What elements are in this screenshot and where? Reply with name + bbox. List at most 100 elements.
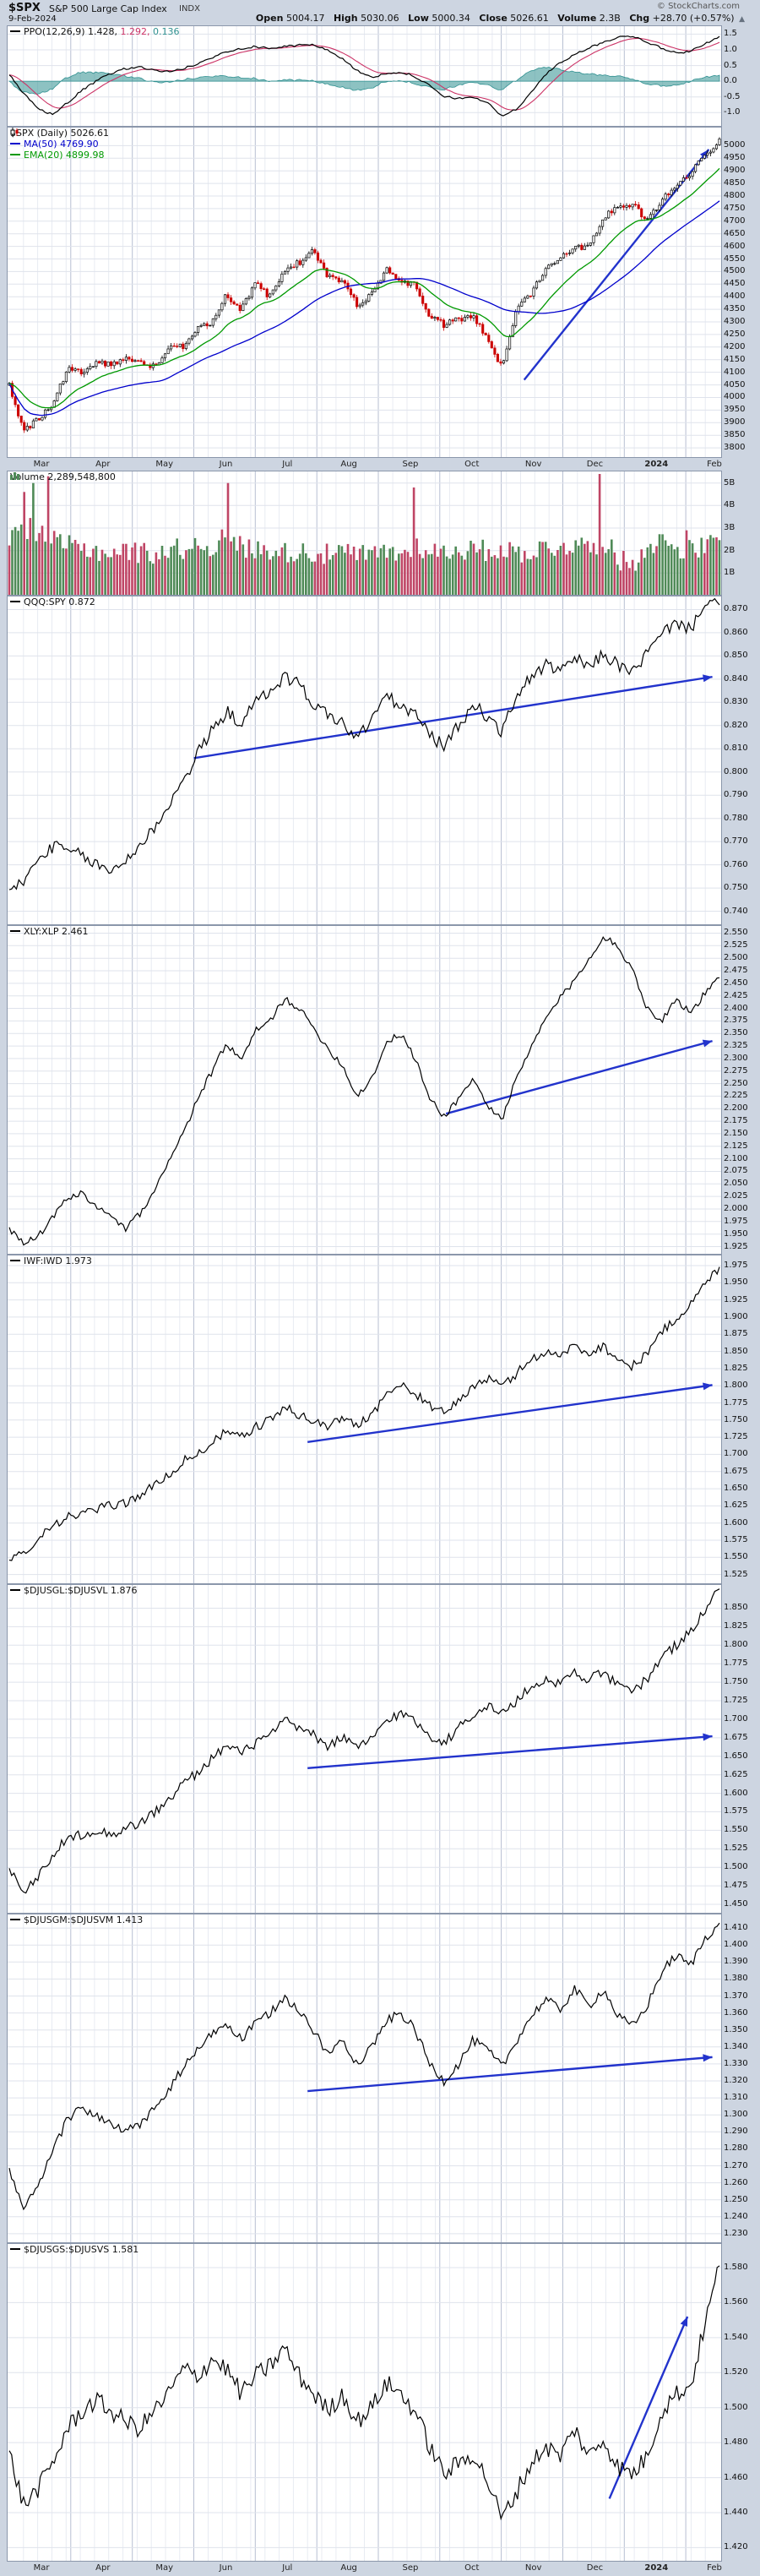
panel-gs: $DJUSGS:$DJUSVS 1.581 <box>7 2243 722 2562</box>
legend-text: $DJUSGS:$DJUSVS 1.581 <box>24 2244 139 2255</box>
y-axis-tick: 1.650 <box>724 1484 748 1494</box>
y-axis-tick: 1.330 <box>724 2058 748 2068</box>
y-axis-tick: 4050 <box>724 379 746 389</box>
y-axis-tick: 1.575 <box>724 1535 748 1544</box>
y-axis-tick: 1.480 <box>724 2437 748 2448</box>
y-axis-tick: 1.750 <box>724 1677 748 1687</box>
y-axis-tick: 1.370 <box>724 1991 748 2001</box>
close-label: Close <box>479 13 508 24</box>
y-axis-tick: 2B <box>724 545 736 555</box>
y-axis-tick: 1.350 <box>724 2024 748 2034</box>
legend-line-swatch <box>10 1919 20 1920</box>
panel-price: $SPX (Daily) 5026.61 MA(50) 4769.90 EMA(20… <box>7 127 722 458</box>
y-axis-tick: 2.300 <box>724 1053 748 1063</box>
trendline-arrowhead <box>703 1733 713 1741</box>
x-axis-label: Feb <box>707 460 722 469</box>
chart-header: $SPX S&P 500 Large Cap Index INDX © Stoc… <box>0 0 760 25</box>
y-axis-tick: 2.525 <box>724 940 748 950</box>
x-axis-label: Aug <box>340 2563 357 2573</box>
qqq-legend: QQQ:SPY 0.872 <box>10 596 95 607</box>
y-axis-tick: 3850 <box>724 430 746 440</box>
legend-line-swatch <box>10 601 20 602</box>
y-axis-tick: 1.900 <box>724 1311 748 1321</box>
legend-text: PPO(12,26,9) 1.428, <box>24 26 121 37</box>
y-axis-tick: 1.5 <box>724 29 737 39</box>
y-axis-tick: 0.770 <box>724 836 748 847</box>
y-axis-tick: 1.725 <box>724 1696 748 1706</box>
y-axis-tick: 2.025 <box>724 1191 748 1201</box>
y-axis-tick: 4900 <box>724 166 746 176</box>
y-axis-tick: 2.475 <box>724 966 748 976</box>
y-axis-tick: 2.325 <box>724 1041 748 1051</box>
y-axis-tick: 1.230 <box>724 2228 748 2238</box>
x-axis-label: Apr <box>95 460 111 469</box>
legend-text: QQQ:SPY 0.872 <box>24 596 95 607</box>
y-axis-tick: 1.260 <box>724 2177 748 2187</box>
candlestick-icon <box>10 128 19 137</box>
x-axis-label: Oct <box>464 2563 480 2573</box>
iwf-legend: IWF:IWD 1.973 <box>10 1255 92 1266</box>
y-axis-tick: 1.280 <box>724 2143 748 2154</box>
y-axis-tick: 4150 <box>724 354 746 364</box>
panel-gm: $DJUSGM:$DJUSVM 1.413 <box>7 1914 722 2243</box>
y-axis-tick: 1.675 <box>724 1466 748 1476</box>
y-axis-tick: 1.750 <box>724 1414 748 1424</box>
y-axis-tick: 1.575 <box>724 1806 748 1816</box>
y-axis-tick: 3B <box>724 523 736 532</box>
y-axis-tick: 2.375 <box>724 1016 748 1026</box>
y-axis-tick: 1.800 <box>724 1640 748 1650</box>
y-axis-tick: 0.5 <box>724 60 737 70</box>
trendline-arrowhead <box>702 1039 713 1048</box>
y-axis-tick: 1B <box>724 568 736 578</box>
legend-text: $SPX (Daily) 5026.61 <box>10 128 110 139</box>
exchange-label: INDX <box>179 4 200 14</box>
y-axis-tick: 2.150 <box>724 1128 748 1138</box>
y-axis-tick: 1.300 <box>724 2110 748 2120</box>
volume-bars-icon <box>10 472 19 480</box>
legend-line-swatch <box>10 30 20 32</box>
y-axis-tick: 0.780 <box>724 813 748 823</box>
x-axis-label: Mar <box>33 460 50 469</box>
chg-value: +28.70 (+0.57%) <box>652 13 735 24</box>
legend-text: MA(50) 4769.90 <box>24 139 99 150</box>
y-axis-tick: 4500 <box>724 266 746 276</box>
y-axis-tick: 1.550 <box>724 1552 748 1562</box>
y-axis-tick: 2.550 <box>724 928 748 938</box>
price-legend: $SPX (Daily) 5026.61 MA(50) 4769.90 EMA(20… <box>10 128 109 161</box>
y-axis-tick: 1.250 <box>724 2194 748 2204</box>
y-axis-tick: 2.500 <box>724 953 748 963</box>
chg-label: Chg <box>629 13 650 24</box>
y-axis-tick: 4750 <box>724 203 746 213</box>
y-axis-tick: 1.320 <box>724 2076 748 2085</box>
x-axis-label: Feb <box>707 2563 722 2573</box>
open-label: Open <box>255 13 284 24</box>
y-axis-tick: 4450 <box>724 279 746 289</box>
x-axis-month-row: Mar Apr May Jun Jul Aug Sep Oct Nov Dec 2024 Feb <box>0 458 760 471</box>
y-axis-tick: 1.950 <box>724 1228 748 1239</box>
y-axis-tick: 1.850 <box>724 1603 748 1613</box>
y-axis-tick: 4800 <box>724 190 746 200</box>
volume-label: Volume <box>557 13 597 24</box>
y-axis-tick: 2.075 <box>724 1166 748 1176</box>
y-axis-tick: 2.425 <box>724 990 748 1000</box>
chart-gm <box>7 1914 722 2243</box>
y-axis-tick: 1.850 <box>724 1346 748 1356</box>
legend-text: 1.292, <box>120 26 153 37</box>
y-axis-tick: 5000 <box>724 140 746 150</box>
legend-line-swatch <box>10 154 20 155</box>
y-axis-tick: 3950 <box>724 405 746 415</box>
y-axis-tick: 2.125 <box>724 1141 748 1151</box>
x-axis-label: Jun <box>219 460 233 469</box>
y-axis-tick: 1.525 <box>724 1844 748 1854</box>
legend-line-swatch <box>10 143 20 144</box>
legend-text: $DJUSGL:$DJUSVL 1.876 <box>24 1585 138 1596</box>
legend-text: IWF:IWD 1.973 <box>24 1255 92 1266</box>
x-axis-label: Apr <box>95 2563 111 2573</box>
y-axis-tick: 2.275 <box>724 1065 748 1076</box>
y-axis-tick: -0.5 <box>724 91 741 101</box>
x-axis-label: Nov <box>524 460 542 469</box>
x-axis-label: Jul <box>282 2563 293 2573</box>
y-axis-tick: 1.725 <box>724 1432 748 1442</box>
y-axis-tick: 2.100 <box>724 1153 748 1163</box>
